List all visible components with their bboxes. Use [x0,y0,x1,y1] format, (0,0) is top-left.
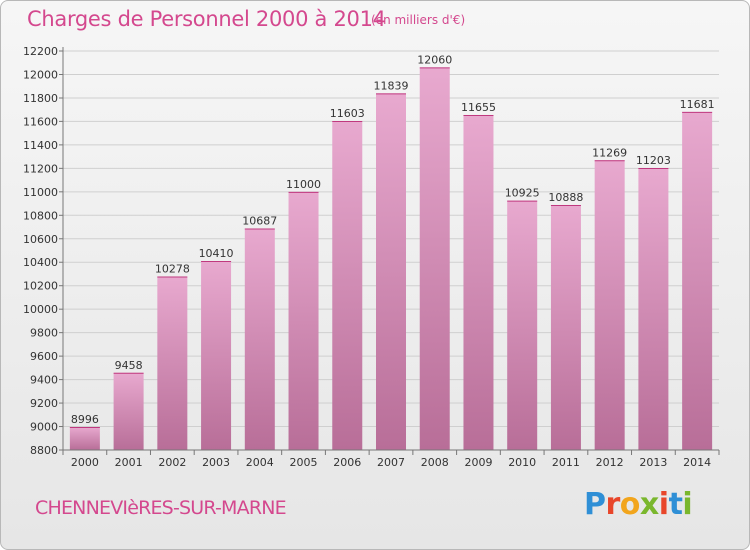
bar [682,111,713,450]
chart-subtitle: (en milliers d'€) [371,13,466,27]
x-tick-label: 2007 [377,456,405,469]
bar-value-label: 12060 [417,53,452,66]
logo-letter: r [605,487,621,522]
bar-value-label: 10888 [548,191,583,204]
x-tick-label: 2005 [290,456,318,469]
bar-value-label: 10687 [242,215,277,228]
y-tick-label: 11200 [23,162,58,175]
bar [376,93,406,450]
y-tick-label: 11800 [23,92,58,105]
logo-letter: x [639,487,659,522]
x-tick-label: 2011 [552,456,580,469]
x-tick-label: 2008 [421,456,449,469]
bar [507,200,538,450]
x-tick-label: 2014 [683,456,711,469]
y-tick-label: 11000 [23,186,58,199]
bar-value-label: 11655 [461,101,496,114]
bar-value-label: 11603 [330,107,365,120]
bar [288,191,319,450]
x-tick-label: 2004 [246,456,274,469]
bar [113,372,144,450]
y-tick-label: 10600 [23,233,58,246]
bar-value-label: 10410 [199,247,234,260]
y-tick-label: 11400 [23,139,58,152]
bar [463,114,494,451]
x-tick-label: 2003 [202,456,230,469]
bar [550,204,581,450]
y-tick-label: 9400 [30,374,58,387]
logo-letter: i [682,487,693,522]
bar-value-label: 8996 [71,413,99,426]
x-tick-label: 2009 [464,456,492,469]
bar [157,276,188,450]
y-tick-label: 12200 [23,45,58,58]
logo-letter: P [584,487,606,522]
x-tick-label: 2002 [158,456,186,469]
bar-value-label: 11269 [592,146,627,159]
chart-title: Charges de Personnel 2000 à 2014 [27,7,386,31]
y-tick-label: 10000 [23,303,58,316]
x-tick-label: 2010 [508,456,536,469]
bar-value-label: 9458 [115,359,143,372]
logo-letter: t [668,487,683,522]
y-tick-label: 9800 [30,327,58,340]
bar-value-label: 10278 [155,263,190,276]
x-tick-label: 2013 [639,456,667,469]
y-tick-label: 10400 [23,256,58,269]
axes: 8800 9000 9200 9400 9600 9800 10000 10200 10400 1… [23,45,720,469]
bar-value-label: 11203 [636,154,671,167]
proxiti-logo: Proxiti [584,487,693,522]
bar-value-label: 11000 [286,178,321,191]
logo-letter: i [658,487,669,522]
bar [244,228,275,450]
bar-value-label: 11839 [374,79,409,92]
city-name: CHENNEVIèRES-SUR-MARNE [35,497,287,519]
x-tick-label: 2006 [333,456,361,469]
bar [69,426,100,450]
bar [419,67,450,450]
x-tick-label: 2000 [71,456,99,469]
y-tick-label: 9200 [30,397,58,410]
y-tick-label: 12000 [23,68,58,81]
y-tick-label: 8800 [30,444,58,457]
bars: 8996 9458 10278 10410 10687 11000 11603 11839 12… [69,53,715,451]
y-tick-label: 9000 [30,421,58,434]
y-tick-label: 10800 [23,209,58,222]
y-tick-label: 10200 [23,280,58,293]
x-tick-label: 2001 [115,456,143,469]
bar-value-label: 10925 [505,187,540,200]
x-tick-label: 2012 [596,456,624,469]
y-tick-label: 9600 [30,350,58,363]
bar [594,160,625,450]
bar [332,121,363,451]
bar [201,261,232,450]
bar [638,168,669,450]
bar-value-label: 11681 [680,98,715,111]
y-tick-label: 11600 [23,115,58,128]
logo-letter: o [619,487,641,522]
